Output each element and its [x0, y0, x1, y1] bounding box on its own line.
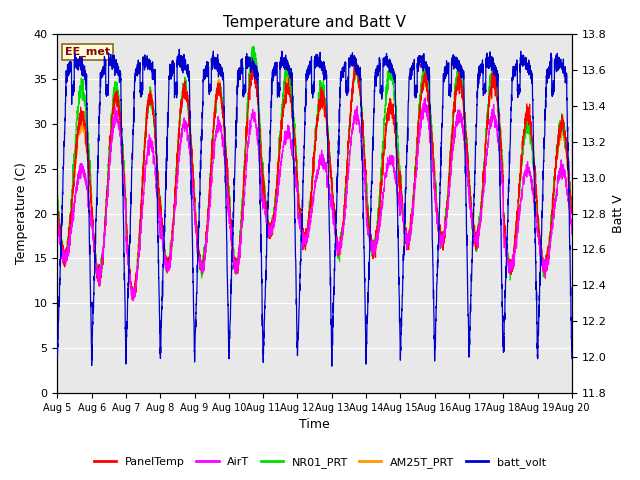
- Legend: PanelTemp, AirT, NR01_PRT, AM25T_PRT, batt_volt: PanelTemp, AirT, NR01_PRT, AM25T_PRT, ba…: [90, 452, 550, 472]
- Y-axis label: Batt V: Batt V: [612, 194, 625, 233]
- X-axis label: Time: Time: [300, 419, 330, 432]
- Title: Temperature and Batt V: Temperature and Batt V: [223, 15, 406, 30]
- Text: EE_met: EE_met: [65, 47, 110, 57]
- Y-axis label: Temperature (C): Temperature (C): [15, 163, 28, 264]
